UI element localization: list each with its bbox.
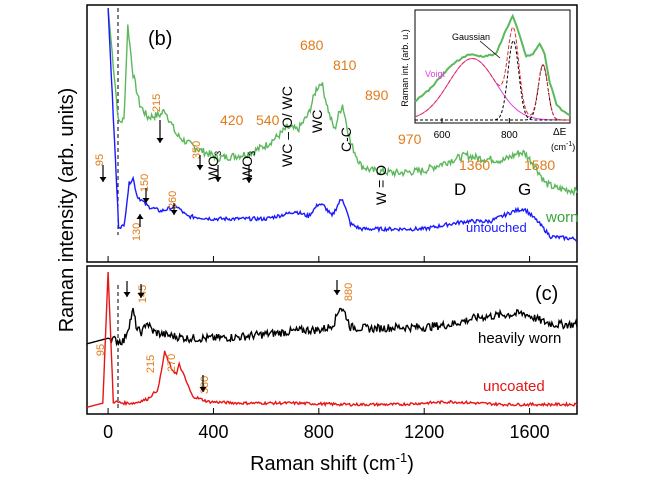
annotation-b-150: 150 [139, 174, 151, 192]
inset-x-tick-label-800: 800 [501, 130, 518, 141]
legend-heavily-worn: heavily worn [478, 330, 561, 347]
inset-x-tick-label-600: 600 [434, 130, 451, 141]
annotation-b-95: 95 [94, 154, 106, 166]
arrow-head-b-260 [170, 210, 178, 215]
inset-data-line [414, 13, 571, 116]
inset-chart: 600 800 Raman int. (arb. u.) Gaussian Voi… [400, 9, 575, 152]
label-d: D [454, 180, 466, 199]
annotation-b-130: 130 [131, 223, 143, 241]
arrow-head-b-215 [156, 138, 164, 143]
annotation-c-880: 880 [343, 283, 355, 301]
arrow-head-c-145 [137, 293, 145, 298]
label-wco-wc: WC – O/ WC [279, 86, 295, 167]
inset-fit-component-0 [414, 58, 570, 121]
annotation-c-270: 270 [166, 354, 178, 372]
label-w-o: W = O [373, 165, 389, 205]
annotation-b-680: 680 [300, 37, 324, 53]
arrow-head-b-95 [99, 177, 107, 182]
annotation-b-540: 540 [256, 112, 280, 128]
label-wc: WC [309, 110, 325, 133]
label-wo3-a: WO3 [205, 151, 223, 180]
x-tick-label-800: 800 [304, 422, 334, 442]
inset-fit-component-2 [415, 63, 570, 121]
series-line-worn [107, 7, 578, 197]
annotation-b-420: 420 [220, 112, 244, 128]
series-layer [86, 7, 578, 408]
series-line-heavily-worn [86, 307, 578, 347]
y-axis-label: Raman intensity (arb. units) [56, 88, 78, 333]
annotation-b-890: 890 [365, 87, 389, 103]
annotation-b-260: 260 [167, 191, 179, 209]
x-tick-label-1200: 1200 [404, 422, 444, 442]
arrow-head-b-130 [136, 214, 144, 219]
panel-b-label: (b) [148, 28, 172, 50]
annotation-b-215: 215 [151, 94, 163, 112]
inset-y-axis-label: Raman int. (arb. u.) [400, 29, 410, 107]
arrow-head-c-880 [333, 290, 341, 295]
inset-x-unit: (cm-1) [551, 141, 575, 152]
x-tick-label-400: 400 [198, 422, 228, 442]
inset-x-axis-label: ΔE [553, 127, 567, 138]
inset-gaussian-label: Gaussian [452, 32, 490, 42]
annotation-c-215: 215 [145, 355, 157, 373]
annotation-b-350: 350 [191, 141, 203, 159]
inset-series-layer: 600 800 [414, 13, 571, 141]
annotation-b-1580: 1580 [524, 157, 555, 173]
series-line-untouched [107, 7, 578, 242]
panel-c-label: (c) [535, 283, 558, 305]
legend-worn: worn [545, 209, 579, 226]
inset-fit-sum [414, 26, 570, 121]
series-line-uncoated [86, 271, 578, 408]
label-wo3-b: WO3 [239, 151, 257, 180]
label-cc: C-C [338, 127, 354, 152]
x-axis-label: Raman shift (cm-1) [250, 450, 414, 475]
x-tick-label-1600: 1600 [510, 422, 550, 442]
label-g: G [518, 180, 531, 199]
legend-uncoated: uncoated [483, 378, 545, 395]
panel-b-frame [86, 4, 578, 263]
arrow-head-c-95 [123, 292, 131, 297]
inset-gaussian-pointer [479, 40, 501, 59]
panel-c-frame [86, 265, 578, 415]
inset-voigt-label: Voigt [425, 69, 446, 79]
tick-layer: 0 400 800 1200 1600 [103, 256, 550, 442]
annotation-b-970: 970 [398, 131, 422, 147]
arrow-head-b-150 [142, 198, 150, 203]
arrow-head-c-380 [199, 387, 207, 392]
arrow-head-b-350 [196, 165, 204, 170]
arrow-head-b-420 [214, 177, 222, 182]
annotation-b-1360: 1360 [459, 157, 490, 173]
legend-untouched: untouched [466, 220, 527, 235]
annotation-b-810: 810 [333, 57, 357, 73]
annotation-layer: 95 130 150 215 260 350 420 540 680 810 890 970 1360 1… [94, 37, 555, 394]
annotation-c-380: 380 [199, 376, 211, 394]
arrow-head-b-540 [245, 178, 253, 183]
x-tick-label-0: 0 [103, 422, 113, 442]
annotation-c-95: 95 [95, 344, 107, 356]
